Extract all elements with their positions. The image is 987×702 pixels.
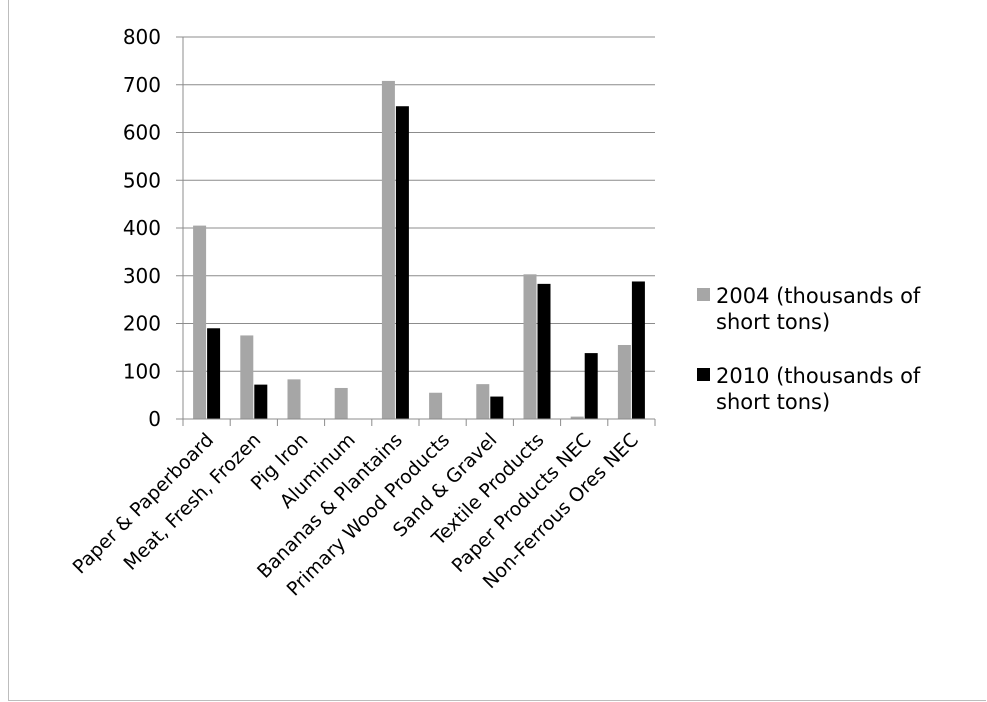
- bar-2004: [334, 387, 348, 419]
- y-tick-label: 800: [123, 25, 161, 49]
- bar-2004: [429, 392, 443, 419]
- y-tick-label: 100: [123, 359, 161, 383]
- bar-2004: [617, 344, 631, 419]
- bar-2010: [254, 384, 268, 419]
- y-tick-label: 200: [123, 312, 161, 336]
- bar-2004: [523, 274, 537, 419]
- y-tick-label: 0: [148, 407, 161, 431]
- y-tick-label: 300: [123, 264, 161, 288]
- gridlines: [183, 36, 655, 372]
- legend-swatch-2004: [697, 288, 710, 301]
- bar-2010: [207, 328, 221, 419]
- bar-2004: [381, 80, 395, 420]
- y-tick-label: 600: [123, 121, 161, 145]
- bar-2004: [240, 335, 254, 419]
- legend-label: short tons): [716, 310, 830, 334]
- y-tick-label: 500: [123, 168, 161, 192]
- legend-label: short tons): [716, 390, 830, 414]
- bar-2004: [476, 384, 490, 419]
- legend-label: 2010 (thousands of: [716, 364, 921, 388]
- bar-2004: [570, 416, 584, 419]
- legend-swatch-2010: [697, 368, 710, 381]
- bar-2010: [490, 396, 504, 419]
- y-axis: 0 100 200 300 400 500 600 700 800: [123, 25, 184, 431]
- chart-frame: [8, 0, 986, 701]
- bar-2010: [395, 106, 409, 420]
- bar-2010: [631, 281, 645, 419]
- bar-2010: [584, 353, 598, 419]
- bar-2004: [193, 225, 207, 419]
- bar-2010: [537, 283, 551, 419]
- y-tick-label: 400: [123, 216, 161, 240]
- bars: [193, 80, 645, 420]
- y-tick-label: 700: [123, 73, 161, 97]
- bar-2004: [287, 379, 301, 419]
- legend-label: 2004 (thousands of: [716, 284, 921, 308]
